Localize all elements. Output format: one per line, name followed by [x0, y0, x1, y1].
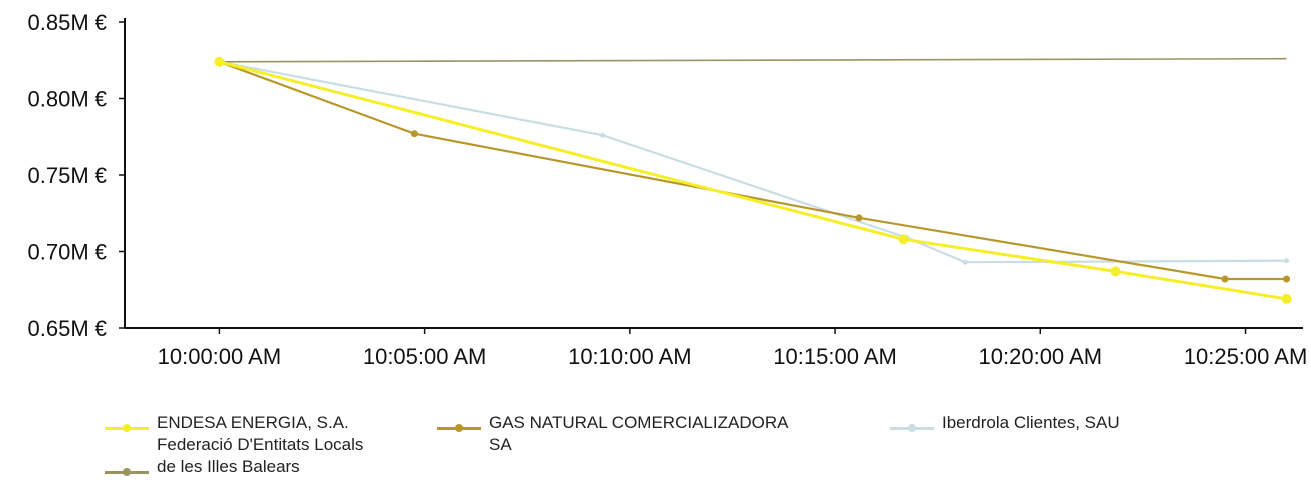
line-chart: 0.65M € 0.70M € 0.75M € 0.80M € 0.85M € 10:00… [28, 10, 1308, 369]
legend-item-iberdrola[interactable]: Iberdrola Clientes, SAU [890, 412, 1120, 436]
data-point-iberdrola-clientes-sau [962, 259, 968, 265]
legend-label-federacio: Federació D'Entitats Locals de les Illes… [157, 435, 364, 476]
legend-swatch-iberdrola [890, 420, 934, 436]
x-tick-label: 10:15:00 AM [773, 344, 897, 369]
x-tick-label: 10:00:00 AM [158, 344, 282, 369]
series-line-gas-natural-comercializadora-sa [219, 60, 1287, 281]
data-point-iberdrola-clientes-sau [599, 132, 605, 138]
series-line-iberdrola-clientes-sau [219, 60, 1287, 264]
data-point-endesa-energia-s-a [898, 234, 909, 245]
data-point-gas-natural-comercializadora-sa [410, 130, 418, 138]
legend-label-endesa: ENDESA ENERGIA, S.A. [157, 413, 349, 432]
y-tick-label: 0.85M € [28, 10, 108, 35]
data-point-iberdrola-clientes-sau [1284, 258, 1290, 264]
chart-axes: 0.65M € 0.70M € 0.75M € 0.80M € 0.85M € 10:00… [28, 10, 1308, 369]
x-tick-label: 10:20:00 AM [979, 344, 1103, 369]
data-point-endesa-energia-s-a [1110, 266, 1121, 277]
x-tick-label: 10:25:00 AM [1184, 344, 1308, 369]
legend-swatch-gas-natural [437, 420, 481, 436]
y-tick-label: 0.65M € [28, 316, 108, 341]
legend-item-federacio[interactable]: Federació D'Entitats Locals de les Illes… [105, 434, 363, 480]
chart-legend: ENDESA ENERGIA, S.A. GAS NATURAL COMERCI… [0, 400, 1311, 485]
series-line-endesa-energia-s-a [219, 60, 1287, 301]
x-tick-label: 10:10:00 AM [568, 344, 692, 369]
legend-swatch-endesa [105, 420, 149, 436]
y-tick-label: 0.75M € [28, 163, 108, 188]
legend-swatch-federacio [105, 464, 149, 480]
chart-series [214, 56, 1292, 304]
data-point-gas-natural-comercializadora-sa [855, 214, 863, 222]
data-point-gas-natural-comercializadora-sa [1221, 275, 1229, 283]
legend-item-gas-natural[interactable]: GAS NATURAL COMERCIALIZADORA SA [437, 412, 788, 456]
legend-label-iberdrola: Iberdrola Clientes, SAU [942, 413, 1120, 432]
x-tick-label: 10:05:00 AM [363, 344, 487, 369]
data-point-endesa-energia-s-a [1281, 293, 1292, 304]
y-tick-label: 0.70M € [28, 240, 108, 265]
legend-item-endesa[interactable]: ENDESA ENERGIA, S.A. [105, 412, 349, 436]
data-point-gas-natural-comercializadora-sa [1283, 275, 1291, 283]
data-point-endesa-energia-s-a [214, 56, 225, 67]
series-line-federaci-d-entitats-locals-de-les-illes-balears [219, 57, 1287, 63]
legend-label-gas-natural: GAS NATURAL COMERCIALIZADORA SA [489, 413, 789, 454]
y-tick-label: 0.80M € [28, 87, 108, 112]
